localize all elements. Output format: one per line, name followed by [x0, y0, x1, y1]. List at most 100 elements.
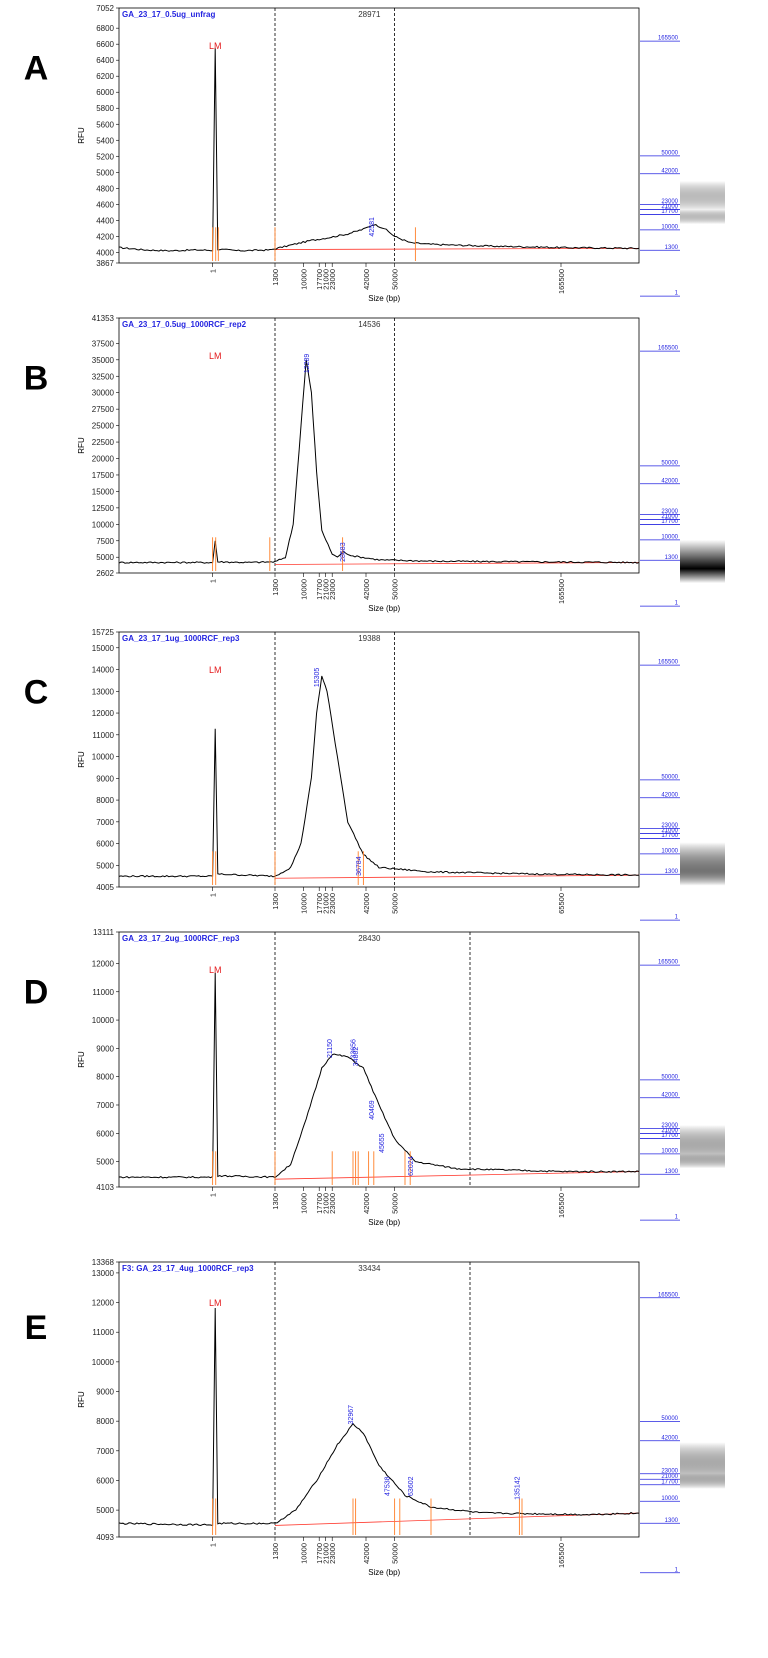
ladder-label: 50000 [661, 774, 678, 780]
y-tick-label: 5800 [96, 104, 114, 113]
y-tick-label: 4093 [96, 1533, 114, 1542]
y-tick-label: 20000 [92, 455, 115, 464]
ladder-label: 165500 [658, 1292, 679, 1298]
x-tick-label: 42000 [362, 579, 371, 600]
y-axis-label: RFU [77, 1051, 86, 1068]
y-tick-label: 5000 [96, 168, 114, 177]
y-tick-label: 6000 [96, 1476, 114, 1485]
sample-title: GA_23_17_1ug_1000RCF_rep3 [122, 634, 240, 643]
x-tick-label: 1300 [271, 1193, 280, 1210]
ladder-label: 21000 [661, 1128, 678, 1134]
y-tick-label: 10000 [92, 520, 115, 529]
y-axis-label: RFU [77, 127, 86, 144]
x-tick-label: 1300 [271, 1543, 280, 1560]
gel-lane [680, 318, 725, 607]
sample-title: F3: GA_23_17_4ug_1000RCF_rep3 [122, 1264, 254, 1273]
plot-frame [118, 7, 640, 264]
y-axis-label: RFU [77, 437, 86, 454]
peak-label: 36784 [356, 856, 363, 876]
peak-label: 42581 [369, 217, 376, 237]
ladder-label: 23000 [661, 823, 678, 829]
peak-label: 63602 [408, 1476, 415, 1496]
ladder-label: 42000 [661, 792, 678, 798]
y-tick-label: 3867 [96, 259, 114, 268]
x-tick-label: 17700 [315, 1543, 324, 1564]
y-tick-label: 8000 [96, 1417, 114, 1426]
y-tick-label: 13000 [92, 687, 115, 696]
y-tick-label: 4800 [96, 184, 114, 193]
peak-label: 45655 [379, 1133, 386, 1153]
x-tick-label: 1 [209, 1193, 218, 1197]
x-tick-label: 21000 [321, 893, 330, 914]
baseline [274, 562, 640, 565]
peak-label: 32967 [348, 1405, 355, 1425]
trace-line [118, 359, 640, 564]
x-axis-label: Size (bp) [368, 1218, 400, 1227]
ladder-label: 10000 [661, 1496, 678, 1502]
x-tick-label: 165500 [557, 579, 566, 604]
y-tick-label: 9000 [96, 1388, 114, 1397]
panel-C: C GA_23_17_1ug_1000RCF_rep3 19388 RFU 4005 50… [24, 628, 725, 921]
y-tick-label: 4000 [96, 248, 114, 257]
ladder-label: 17700 [661, 519, 678, 525]
y-tick-label: 8000 [96, 796, 114, 805]
y-tick-label: 6600 [96, 40, 114, 49]
y-tick-label: 17500 [92, 471, 115, 480]
ladder-label: 10000 [661, 534, 678, 540]
y-tick-label: 15000 [92, 487, 115, 496]
peak-label: 12289 [304, 354, 311, 374]
x-tick-label: 10000 [300, 579, 309, 600]
y-tick-label: 10000 [92, 1358, 115, 1367]
peak-label: 62024 [408, 1156, 415, 1176]
lm-label: LM [209, 665, 222, 675]
x-tick-label: 1300 [271, 269, 280, 286]
plot-frame [118, 631, 640, 888]
y-tick-label: 7000 [96, 1447, 114, 1456]
baseline [274, 247, 640, 250]
y-tick-label: 7052 [96, 4, 114, 13]
plot-frame [118, 931, 640, 1188]
x-tick-label: 1 [209, 269, 218, 273]
y-tick-label: 13368 [92, 1258, 115, 1267]
baseline [274, 874, 640, 879]
y-axis-label: RFU [77, 751, 86, 768]
x-tick-label: 165500 [557, 269, 566, 294]
ladder-label: 1 [675, 601, 679, 607]
y-tick-label: 12000 [92, 959, 115, 968]
top-value: 19388 [358, 634, 381, 643]
x-tick-label: 17700 [315, 269, 324, 290]
ladder-label: 1300 [665, 869, 679, 875]
y-tick-label: 25000 [92, 422, 115, 431]
panel-letter: E [25, 1309, 48, 1347]
y-tick-label: 15000 [92, 644, 115, 653]
x-tick-label: 17700 [315, 579, 324, 600]
plot-frame [118, 1261, 640, 1538]
x-tick-label: 65500 [557, 893, 566, 914]
ladder-label: 23000 [661, 509, 678, 515]
ladder-label: 42000 [661, 168, 678, 174]
y-tick-label: 13000 [92, 1269, 115, 1278]
ladder-label: 17700 [661, 209, 678, 215]
peak-label: 40469 [369, 1100, 376, 1120]
y-tick-label: 5200 [96, 152, 114, 161]
ladder-label: 42000 [661, 478, 678, 484]
peak-label: 47538 [384, 1476, 391, 1496]
y-tick-label: 15725 [92, 628, 115, 637]
x-tick-label: 42000 [362, 893, 371, 914]
ladder-label: 165500 [658, 346, 679, 352]
y-tick-label: 11000 [92, 731, 114, 740]
ladder-label: 50000 [661, 1416, 678, 1422]
x-tick-label: 1300 [271, 893, 280, 910]
ladder-label: 21000 [661, 1474, 678, 1480]
x-tick-label: 10000 [300, 893, 309, 914]
y-tick-label: 6800 [96, 24, 114, 33]
panel-B: B GA_23_17_0.5ug_1000RCF_rep2 14536 RFU 2602… [24, 314, 725, 613]
plot-frame [118, 317, 640, 574]
top-value: 14536 [358, 320, 381, 329]
ladder-label: 10000 [661, 1148, 678, 1154]
baseline [274, 1171, 640, 1180]
peak-label: 34802 [353, 1047, 360, 1067]
x-tick-label: 17700 [315, 1193, 324, 1214]
x-tick-label: 50000 [391, 579, 400, 600]
